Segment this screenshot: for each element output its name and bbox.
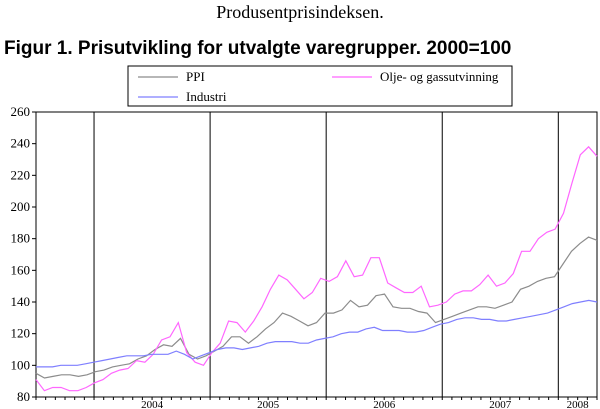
y-tick-label-240: 240 — [11, 136, 31, 151]
series-line-ppi — [35, 236, 598, 379]
legend-label-industri: Industri — [186, 89, 227, 104]
y-tick-label-120: 120 — [11, 326, 31, 341]
chart-title: Figur 1. Prisutvikling for utvalgte vare… — [4, 38, 512, 59]
legend-label-ppi: PPI — [186, 69, 205, 84]
chart-legend: PPI Olje- og gassutvinning Industri — [127, 65, 513, 107]
x-year-label-2007: 2007 — [489, 399, 512, 409]
y-tick-label-220: 220 — [11, 167, 31, 182]
page-subtitle: Produsentprisindeksen. — [216, 2, 384, 22]
legend-label-olje-og-gassutvinning: Olje- og gassutvinning — [380, 69, 499, 84]
x-year-label-2008: 2008 — [567, 399, 590, 409]
y-tick-label-160: 160 — [11, 262, 31, 277]
series-line-olje-og-gassutvinning — [35, 145, 598, 392]
x-year-label-2006: 2006 — [373, 399, 396, 409]
y-tick-label-180: 180 — [11, 231, 31, 246]
plot-frame — [35, 111, 598, 398]
x-year-label-2005: 2005 — [257, 399, 280, 409]
y-tick-label-100: 100 — [11, 357, 31, 372]
x-year-label-2004: 2004 — [141, 399, 164, 409]
y-tick-label-80: 80 — [17, 389, 30, 404]
y-tick-label-260: 260 — [11, 104, 31, 119]
y-tick-label-200: 200 — [11, 199, 31, 214]
y-tick-label-140: 140 — [11, 294, 31, 309]
legend-box — [127, 65, 513, 107]
series-line-industri — [36, 299, 598, 368]
plot-area: 80 100 120 140 160 180 200 220 240 260 2004 2005 200… — [11, 104, 598, 409]
